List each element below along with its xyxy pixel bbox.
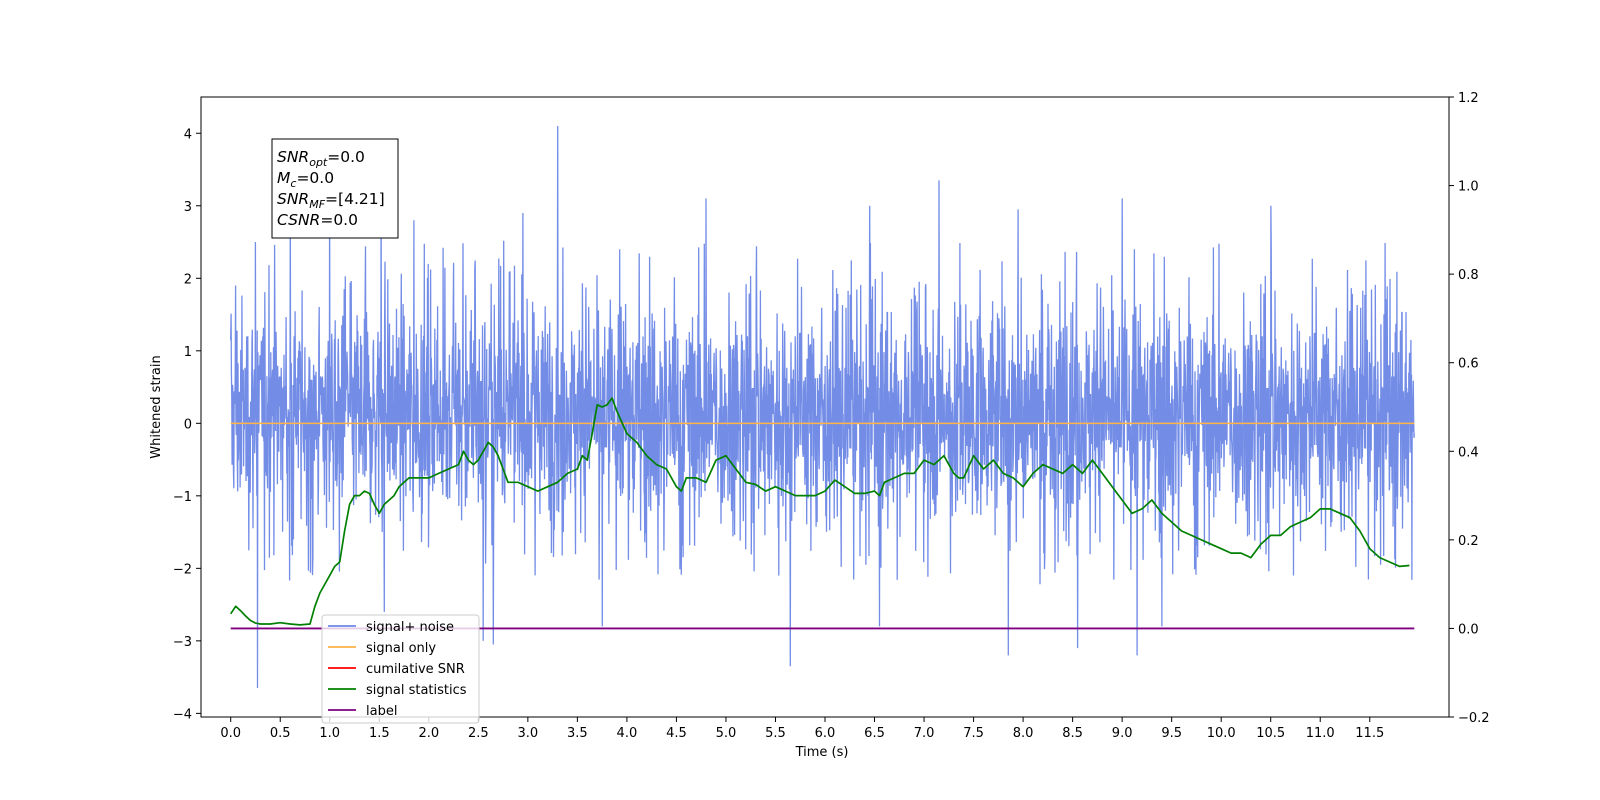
x-tick-label: 0.5 — [270, 726, 291, 741]
signal-noise-line — [230, 125, 1415, 689]
signal-noise-series — [230, 125, 1415, 689]
info-line: SNRopt=0.0 — [277, 148, 365, 169]
y-left-tick-label: 2 — [184, 272, 192, 287]
x-tick-label: 6.5 — [864, 726, 885, 741]
x-tick-label: 5.0 — [716, 726, 737, 741]
legend-label: signal statistics — [366, 683, 467, 698]
y-left-tick-label: −1 — [173, 490, 192, 505]
x-tick-label: 11.0 — [1306, 726, 1335, 741]
legend: signal+ noise signal only cumilative SNR si… — [321, 614, 480, 724]
y-axis-right-ticks: 1.2 1.0 0.8 0.6 0.4 0.2 0.0 −0.2 — [1449, 91, 1490, 726]
x-tick-label: 9.0 — [1112, 726, 1133, 741]
legend-label: signal only — [366, 641, 436, 656]
legend-box — [321, 614, 480, 724]
y-right-tick-label: 0.2 — [1458, 534, 1479, 549]
x-tick-label: 4.5 — [666, 726, 687, 741]
y-right-tick-label: −0.2 — [1458, 711, 1490, 726]
x-tick-label: 8.5 — [1062, 726, 1083, 741]
y-right-tick-label: 1.0 — [1458, 180, 1479, 195]
signal-statistics-line — [229, 397, 1410, 626]
info-line: SNRMF=[4.21] — [277, 190, 385, 211]
signal-statistics-series — [229, 397, 1410, 626]
x-tick-label: 0.0 — [220, 726, 241, 741]
y-left-tick-label: −3 — [173, 635, 192, 650]
x-tick-label: 7.5 — [963, 726, 984, 741]
x-tick-label: 10.0 — [1207, 726, 1236, 741]
x-tick-label: 3.0 — [518, 726, 539, 741]
y-left-tick-label: 3 — [184, 200, 192, 215]
x-tick-label: 6.0 — [815, 726, 836, 741]
x-tick-label: 2.0 — [418, 726, 439, 741]
x-axis-label: Time (s) — [795, 745, 849, 760]
y-right-tick-label: 0.6 — [1458, 357, 1479, 372]
x-tick-label: 2.5 — [468, 726, 489, 741]
y-right-tick-label: 0.8 — [1458, 268, 1479, 283]
y-right-tick-label: 0.0 — [1458, 622, 1479, 637]
x-tick-label: 1.5 — [369, 726, 390, 741]
legend-label: cumilative SNR — [366, 662, 465, 677]
y-left-tick-label: −4 — [173, 707, 192, 722]
y-left-tick-label: 0 — [184, 417, 192, 432]
x-tick-label: 8.0 — [1013, 726, 1034, 741]
x-tick-label: 7.0 — [914, 726, 935, 741]
info-line: CSNR=0.0 — [277, 211, 358, 229]
x-tick-label: 10.5 — [1256, 726, 1285, 741]
legend-label: label — [366, 704, 397, 719]
y-axis-left-ticks: 4 3 2 1 0 −1 −2 −3 −4 — [173, 127, 201, 722]
info-box — [271, 138, 399, 239]
x-tick-label: 5.5 — [765, 726, 786, 741]
x-tick-label: 9.5 — [1161, 726, 1182, 741]
y-axis-label: Whitened strain — [149, 355, 164, 458]
info-line: Mc=0.0 — [277, 169, 334, 190]
y-right-tick-label: 0.4 — [1458, 445, 1479, 460]
y-right-tick-label: 1.2 — [1458, 91, 1479, 106]
x-tick-label: 3.5 — [567, 726, 588, 741]
legend-label: signal+ noise — [366, 620, 454, 635]
x-tick-label: 1.0 — [319, 726, 340, 741]
x-tick-label: 4.0 — [617, 726, 638, 741]
y-left-tick-label: −2 — [173, 562, 192, 577]
x-tick-label: 11.5 — [1355, 726, 1384, 741]
y-left-tick-label: 1 — [184, 345, 192, 360]
x-axis-ticks: 0.0 0.5 1.0 1.5 2.0 2.5 3.0 3.5 4.0 4.5 5.0 5.5 6.0 6… — [220, 717, 1384, 741]
y-left-tick-label: 4 — [184, 127, 192, 142]
